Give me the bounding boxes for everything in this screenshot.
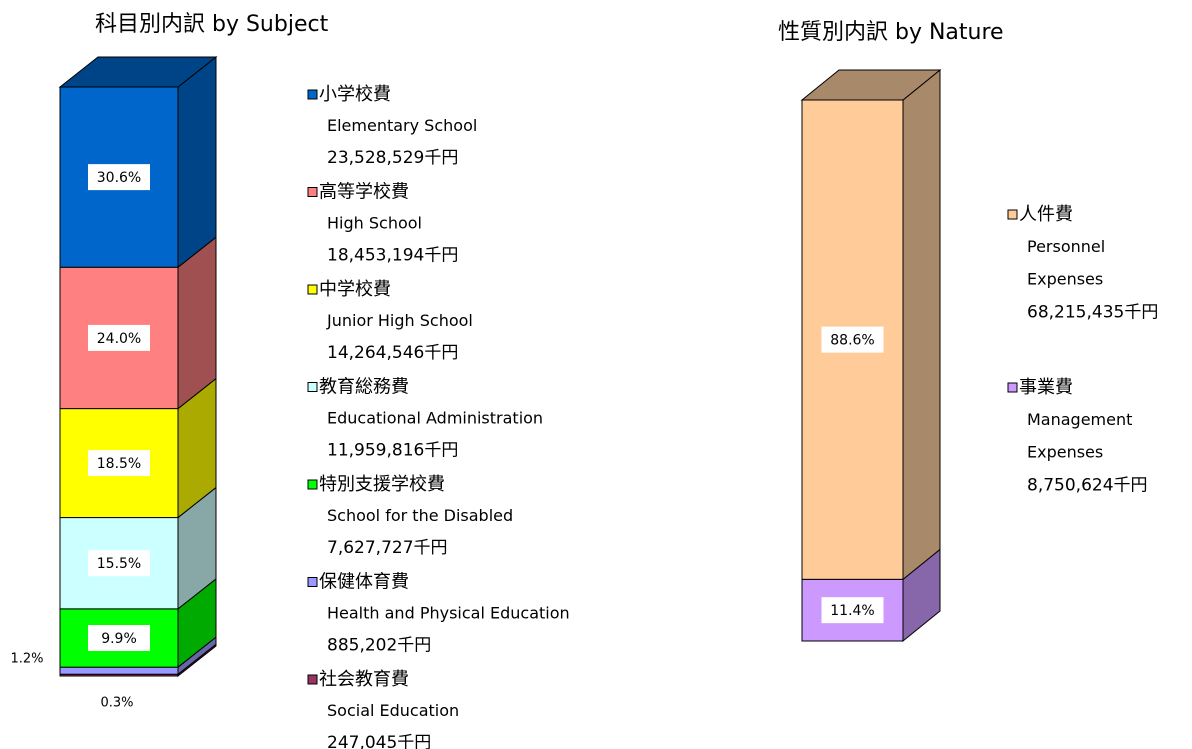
legend-name-en: School for the Disabled — [327, 506, 513, 525]
legend-name-en: Elementary School — [327, 116, 477, 135]
data-label-box — [88, 324, 150, 351]
chart-title: 性質別内訳 by Nature — [778, 20, 1004, 45]
data-label: 0.3% — [100, 696, 133, 711]
data-label: 24.0% — [97, 331, 141, 347]
legend-swatch — [307, 577, 318, 587]
data-label: 88.6% — [830, 333, 874, 349]
legend-amount: 23,528,529千円 — [327, 148, 458, 168]
legend-amount: 885,202千円 — [327, 636, 431, 656]
legend-amount: 8,750,624千円 — [1027, 476, 1148, 496]
legend-name-en: Educational Administration — [327, 409, 543, 428]
legend-name-en: Health and Physical Education — [327, 604, 570, 623]
legend-amount: 18,453,194千円 — [327, 246, 458, 266]
legend-name: 保健体育費 — [319, 572, 409, 593]
data-label: 18.5% — [97, 456, 141, 472]
legend-name-en: Expenses — [1027, 443, 1103, 462]
legend-swatch — [307, 187, 318, 197]
data-label: 15.5% — [97, 556, 141, 572]
legend-swatch — [307, 674, 318, 685]
data-label-box — [88, 625, 150, 652]
data-label-box — [821, 597, 884, 624]
legend-name-en: Social Education — [327, 701, 459, 720]
legend-name-en: High School — [327, 214, 422, 233]
legend-name-en: Expenses — [1027, 270, 1103, 289]
bar-side — [177, 55, 217, 269]
data-label-box — [88, 550, 150, 577]
legend-name: 社会教育費 — [319, 669, 409, 690]
legend-name: 人件費 — [1019, 204, 1073, 225]
bar-top — [800, 69, 942, 101]
legend-amount: 14,264,546千円 — [327, 343, 458, 363]
legend-swatch — [1007, 209, 1018, 220]
legend-name-en: Management — [1027, 410, 1132, 429]
legend-amount: 7,627,727千円 — [327, 538, 448, 558]
legend-name: 教育総務費 — [319, 377, 409, 398]
legend-swatch — [307, 479, 318, 490]
legend-name-en: Personnel — [1027, 237, 1105, 256]
data-label-box — [88, 164, 150, 191]
legend-name: 特別支援学校費 — [319, 474, 445, 495]
bar-front — [59, 666, 179, 675]
legend-amount: 247,045千円 — [327, 733, 431, 749]
data-label: 11.4% — [830, 603, 874, 619]
legend-name: 小学校費 — [319, 84, 391, 105]
legend-name: 高等学校費 — [319, 182, 409, 203]
legend-name: 事業費 — [1019, 377, 1073, 398]
legend-name: 中学校費 — [319, 279, 391, 300]
legend-amount: 68,215,435千円 — [1027, 303, 1158, 323]
legend-swatch — [1007, 382, 1018, 393]
legend-name-en: Junior High School — [326, 311, 473, 330]
chart-title: 科目別内訳 by Subject — [95, 12, 329, 37]
data-label: 1.2% — [10, 652, 43, 667]
legend-swatch — [307, 89, 318, 100]
data-label: 9.9% — [101, 631, 137, 647]
bar-side — [902, 68, 941, 581]
bar-top — [58, 56, 218, 88]
data-label-box — [821, 326, 884, 353]
data-label: 30.6% — [97, 170, 141, 186]
legend-swatch — [307, 284, 318, 295]
legend-amount: 11,959,816千円 — [327, 441, 458, 461]
data-label-box — [88, 450, 150, 477]
legend-swatch — [307, 382, 318, 392]
